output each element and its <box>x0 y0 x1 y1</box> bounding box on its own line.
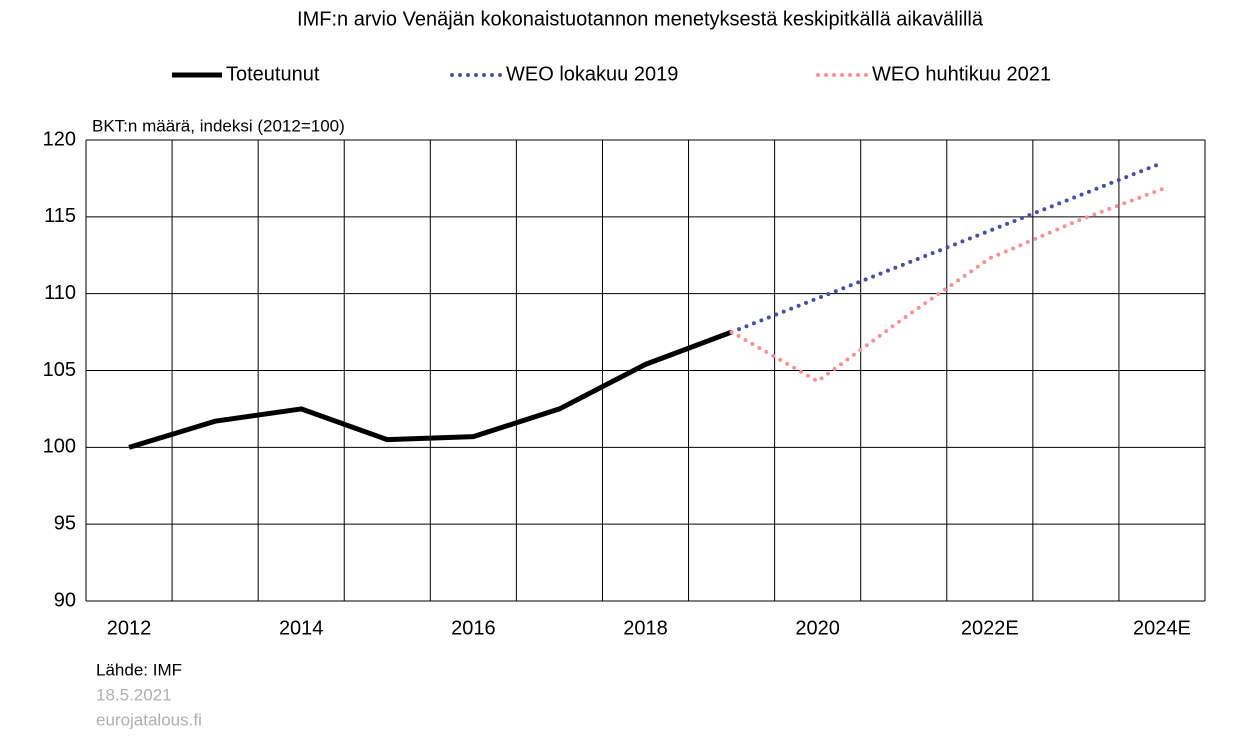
y-tick-label: 90 <box>54 589 76 611</box>
y-axis-label: BKT:n määrä, indeksi (2012=100) <box>92 116 345 135</box>
chart-title: IMF:n arvio Venäjän kokonaistuotannon me… <box>297 8 984 30</box>
y-tick-label: 95 <box>54 512 76 534</box>
x-tick-label: 2018 <box>623 617 668 639</box>
y-tick-label: 120 <box>43 128 76 150</box>
x-tick-label: 2020 <box>795 617 840 639</box>
legend-label: Toteutunut <box>226 63 320 85</box>
y-tick-label: 100 <box>43 436 76 458</box>
x-tick-label: 2024E <box>1133 617 1191 639</box>
footnote: eurojatalous.fi <box>96 710 202 729</box>
x-tick-label: 2016 <box>451 617 496 639</box>
legend-label: WEO huhtikuu 2021 <box>872 63 1051 85</box>
series-line <box>729 161 1164 335</box>
x-tick-label: 2012 <box>107 617 152 639</box>
y-tick-label: 110 <box>44 282 76 304</box>
footnote: 18.5.2021 <box>96 685 172 704</box>
x-tick-label: 2022E <box>961 617 1019 639</box>
source: Lähde: IMF <box>96 660 182 679</box>
legend-label: WEO lokakuu 2019 <box>506 63 678 85</box>
series-line <box>128 329 733 450</box>
y-tick-label: 105 <box>43 359 76 381</box>
y-tick-label: 115 <box>44 205 76 227</box>
x-tick-label: 2014 <box>279 617 324 639</box>
